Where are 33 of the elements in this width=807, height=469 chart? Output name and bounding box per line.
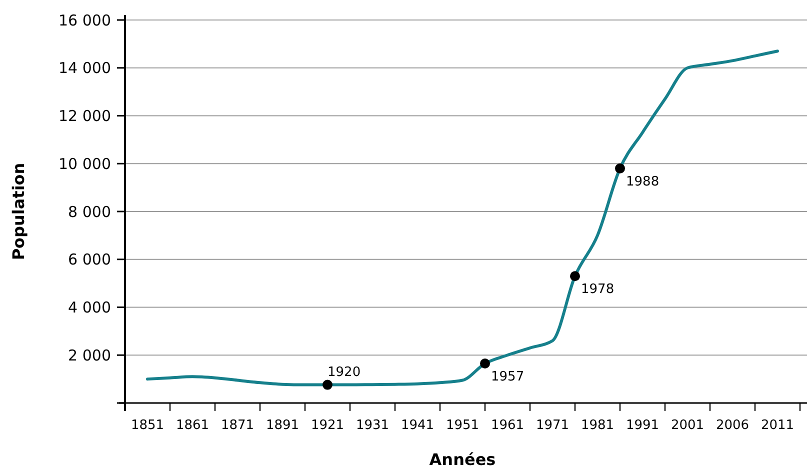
x-tick-label: 1961 bbox=[490, 418, 524, 433]
x-tick-label: 1891 bbox=[266, 418, 300, 433]
y-tick-label: 8 000 bbox=[68, 202, 111, 221]
x-tick-label: 1951 bbox=[446, 418, 480, 433]
x-tick-label: 1941 bbox=[400, 418, 434, 433]
annotation: 1957 bbox=[491, 370, 524, 385]
x-tick-label: 1971 bbox=[536, 418, 570, 433]
x-tick-label: 1921 bbox=[310, 418, 344, 433]
x-tick-label: 1981 bbox=[580, 418, 614, 433]
y-tick-label: 2 000 bbox=[68, 346, 111, 364]
point bbox=[615, 163, 625, 174]
y-tick-label: 16 000 bbox=[58, 11, 111, 30]
y-axis-title: Population bbox=[9, 162, 28, 260]
y-tick-label: 6 000 bbox=[68, 250, 111, 269]
y-tick-label: 10 000 bbox=[58, 154, 111, 173]
x-tick-label: 2001 bbox=[670, 418, 704, 433]
y-tick-label: 14 000 bbox=[58, 59, 111, 78]
x-tick-label: 1851 bbox=[130, 418, 164, 433]
annotation: 1988 bbox=[626, 174, 660, 190]
x-tick-label: 1931 bbox=[356, 418, 390, 433]
x-tick-label: 2006 bbox=[716, 418, 750, 433]
x-axis-title: Années bbox=[429, 450, 496, 469]
x-tick-label: 2011 bbox=[760, 418, 794, 433]
point bbox=[322, 380, 332, 390]
point bbox=[480, 358, 490, 369]
annotation: 1920 bbox=[328, 364, 361, 380]
y-tick-label: 12 000 bbox=[58, 107, 111, 125]
x-tick-label: 1861 bbox=[176, 418, 210, 433]
annotation: 1978 bbox=[581, 282, 614, 298]
point bbox=[570, 271, 580, 282]
y-tick-label: 4 000 bbox=[68, 298, 111, 316]
x-tick-label: 1991 bbox=[626, 418, 660, 433]
x-tick-label: 1871 bbox=[220, 418, 254, 433]
